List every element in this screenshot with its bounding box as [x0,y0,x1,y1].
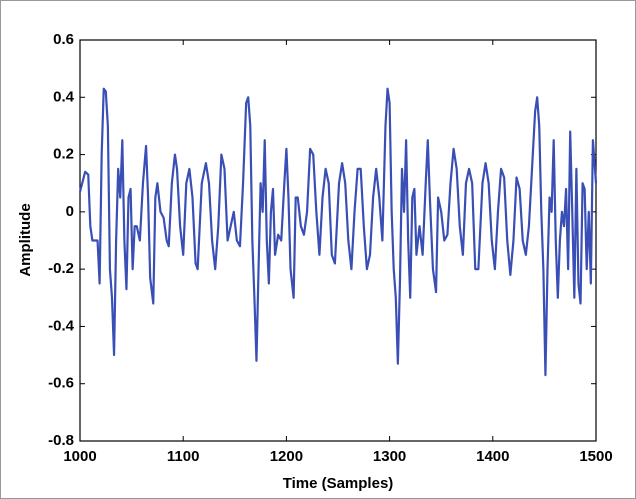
x-tick-label: 1300 [373,448,406,465]
x-tick-label: 1200 [270,448,303,465]
x-tick-label: 1100 [167,448,200,465]
x-axis-label: Time (Samples) [283,475,394,492]
x-tick-label: 1400 [476,448,509,465]
plot-area [79,39,597,442]
y-tick-label: -0.6 [48,375,74,392]
y-tick-label: 0.4 [53,88,75,105]
y-tick-label: -0.4 [48,317,75,334]
y-tick-label: 0 [66,203,74,220]
y-tick-label: -0.8 [48,432,74,449]
y-tick-label: 0.6 [53,31,74,48]
y-axis-label: Amplitude [17,203,34,276]
line-series [78,87,598,377]
x-tick-label: 1000 [63,448,96,465]
y-tick-label: 0.2 [53,146,74,163]
y-tick-label: -0.2 [48,260,74,277]
x-tick-label: 1500 [579,448,612,465]
